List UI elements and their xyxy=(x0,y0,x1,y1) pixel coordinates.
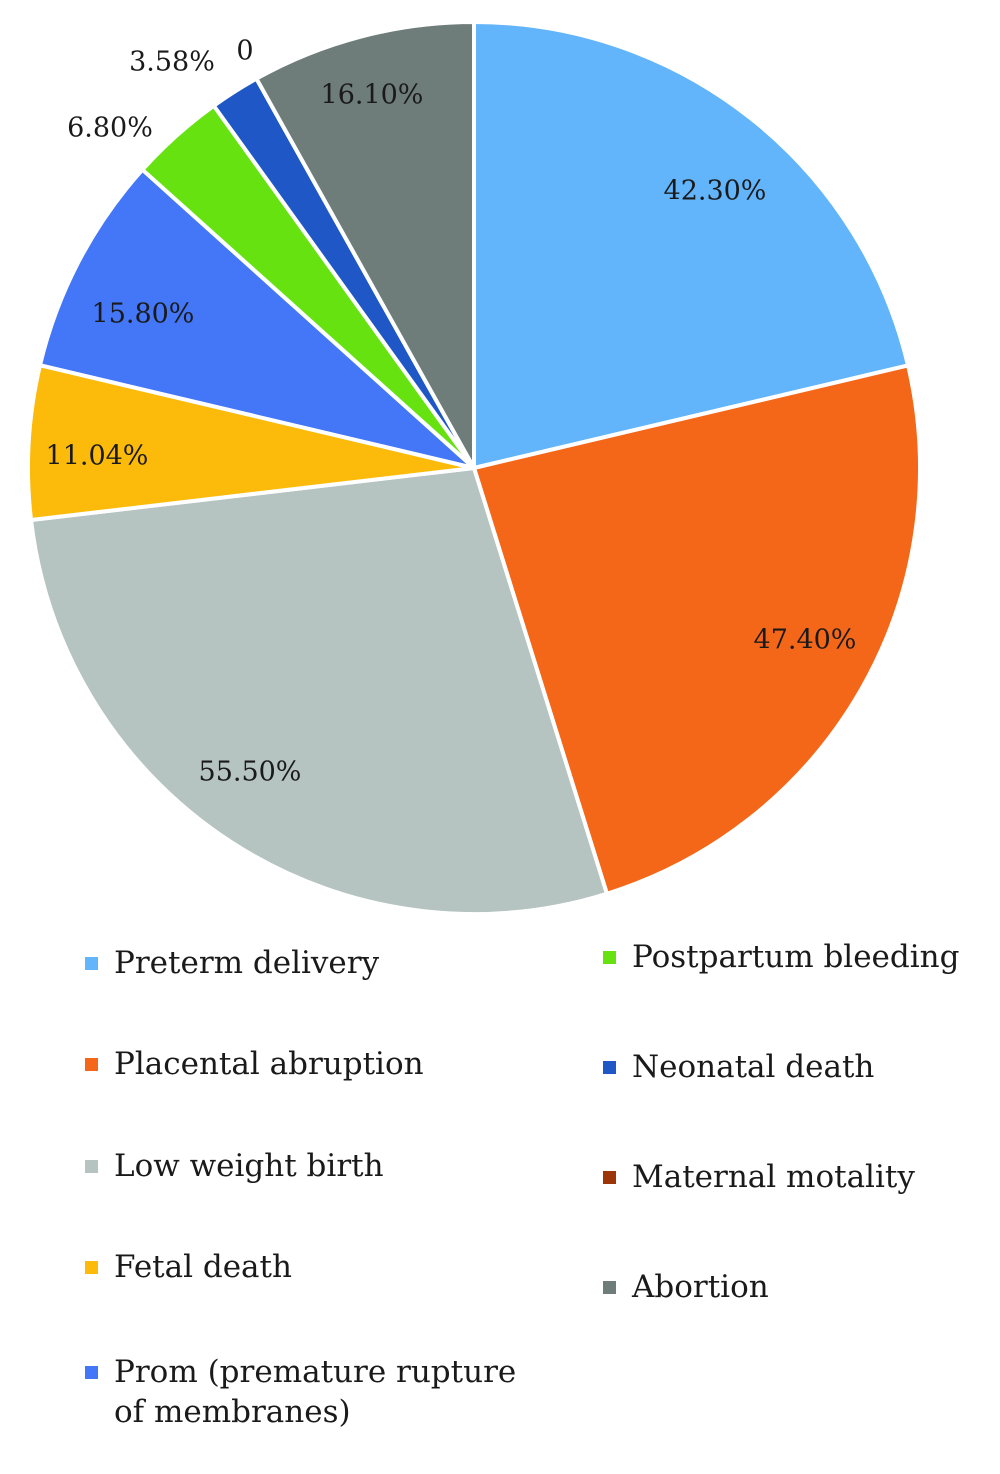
slice-label-postpartum-bleeding: 6.80% xyxy=(67,113,153,144)
legend-item-neonatal-death: Neonatal death xyxy=(603,1047,874,1087)
pie-slice-low-weight-birth xyxy=(29,466,609,916)
legend-label-low-weight-birth: Low weight birth xyxy=(114,1148,384,1184)
legend-label-postpartum-bleeding: Postpartum bleeding xyxy=(632,939,960,975)
legend-item-low-weight-birth: Low weight birth xyxy=(85,1146,384,1186)
slice-label-placental-abruption: 47.40% xyxy=(754,625,857,656)
legend-item-placental-abruption: Placental abruption xyxy=(85,1044,424,1084)
legend-swatch-low-weight-birth xyxy=(85,1160,98,1173)
legend-swatch-abortion xyxy=(603,1281,616,1294)
legend-label-placental-abruption: Placental abruption xyxy=(114,1046,424,1082)
legend-swatch-preterm-delivery xyxy=(85,957,98,970)
slice-label-prom-premature-rupture-of-membranes: 15.80% xyxy=(92,299,195,330)
pie-slice-preterm-delivery xyxy=(472,20,911,470)
legend-item-prom: Prom (premature rupture of membranes) xyxy=(85,1352,525,1432)
pie-slice-abortion xyxy=(254,20,476,470)
pie-slice-placental-abruption xyxy=(472,363,922,896)
legend-swatch-placental-abruption xyxy=(85,1058,98,1071)
legend-item-abortion: Abortion xyxy=(603,1267,769,1307)
chart-legend: Preterm delivery Placental abruption Low… xyxy=(0,935,1000,1455)
legend-swatch-maternal-motality xyxy=(603,1171,616,1184)
legend-label-maternal-motality: Maternal motality xyxy=(632,1159,915,1195)
legend-label-prom: Prom (premature rupture of membranes) xyxy=(114,1354,517,1430)
slice-label-maternal-motality: 0 xyxy=(236,36,253,67)
legend-swatch-prom xyxy=(85,1366,98,1379)
legend-swatch-neonatal-death xyxy=(603,1061,616,1074)
pie-slice-fetal-death xyxy=(26,363,476,522)
legend-label-fetal-death: Fetal death xyxy=(114,1249,292,1285)
slice-label-low-weight-birth: 55.50% xyxy=(199,757,302,788)
pie-slices xyxy=(26,20,922,916)
legend-item-maternal-motality: Maternal motality xyxy=(603,1157,915,1197)
legend-item-postpartum-bleeding: Postpartum bleeding xyxy=(603,937,959,977)
legend-swatch-fetal-death xyxy=(85,1261,98,1274)
pie-chart: 42.30% 47.40% 55.50% 11.04% 15.80% 6.80% 3.58%… xyxy=(26,20,922,916)
slice-label-preterm-delivery: 42.30% xyxy=(664,176,767,207)
legend-label-abortion: Abortion xyxy=(632,1269,769,1305)
legend-swatch-postpartum-bleeding xyxy=(603,951,616,964)
slice-label-neonatal-death: 3.58% xyxy=(129,47,215,78)
pie-slice-prom-premature-rupture-of-membranes xyxy=(38,167,476,470)
legend-label-preterm-delivery: Preterm delivery xyxy=(114,945,380,981)
slice-label-abortion: 16.10% xyxy=(321,80,424,111)
slice-label-fetal-death: 11.04% xyxy=(46,441,149,472)
legend-item-fetal-death: Fetal death xyxy=(85,1247,292,1287)
legend-item-preterm-delivery: Preterm delivery xyxy=(85,943,379,983)
legend-label-neonatal-death: Neonatal death xyxy=(632,1049,875,1085)
pie-slice-labels: 42.30% 47.40% 55.50% 11.04% 15.80% 6.80% 3.58%… xyxy=(46,36,857,788)
